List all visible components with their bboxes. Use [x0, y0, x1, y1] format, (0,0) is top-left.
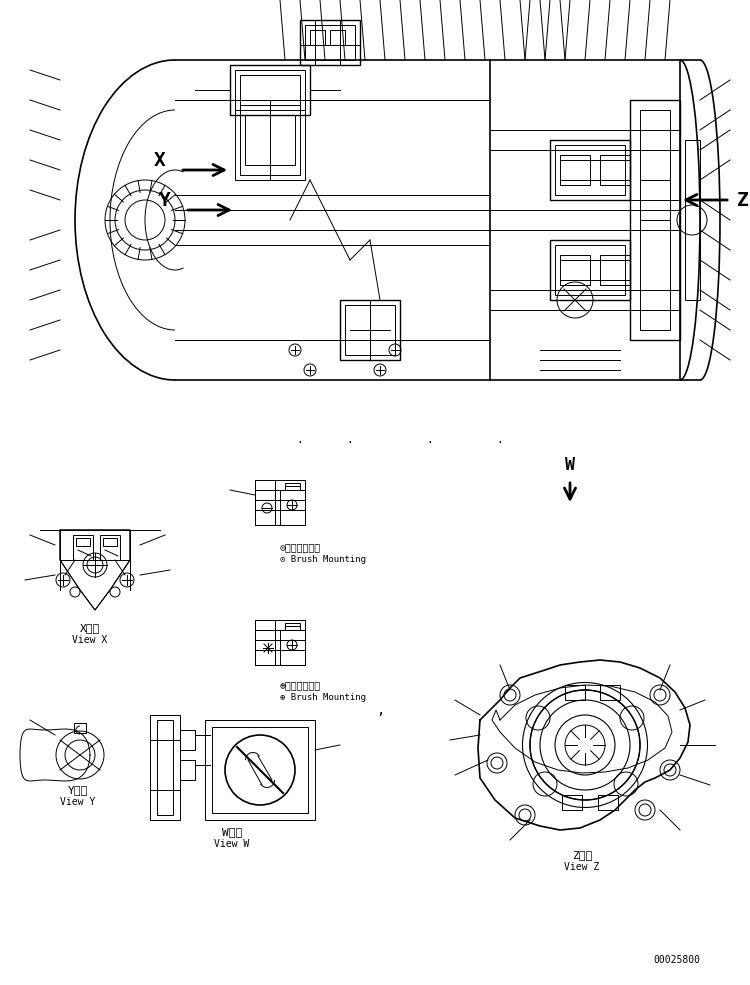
- Bar: [180, 760, 195, 780]
- Text: Y　視: Y 視: [68, 785, 88, 795]
- Bar: [255, 490, 275, 525]
- Bar: [560, 155, 590, 185]
- Bar: [255, 480, 305, 490]
- Bar: [562, 795, 582, 810]
- Text: .: .: [496, 435, 503, 445]
- Bar: [180, 730, 195, 750]
- Bar: [598, 795, 618, 810]
- Text: X: X: [154, 151, 166, 169]
- Bar: [555, 245, 625, 295]
- Text: View W: View W: [214, 839, 250, 849]
- Bar: [235, 100, 305, 180]
- Bar: [245, 115, 295, 165]
- Bar: [230, 65, 310, 115]
- Bar: [74, 723, 86, 733]
- Bar: [345, 305, 395, 355]
- Bar: [600, 155, 630, 185]
- Text: ⊙ブラシ取付法: ⊙ブラシ取付法: [280, 542, 321, 552]
- Bar: [330, 30, 345, 45]
- Bar: [212, 727, 308, 813]
- Bar: [300, 20, 360, 65]
- Bar: [550, 240, 630, 300]
- Bar: [600, 255, 630, 285]
- Text: ⊕ Brush Mounting: ⊕ Brush Mounting: [280, 692, 366, 701]
- Text: .: .: [346, 435, 353, 445]
- Text: View X: View X: [72, 635, 108, 645]
- Bar: [280, 630, 305, 665]
- Bar: [310, 30, 325, 45]
- Bar: [285, 623, 300, 630]
- Text: Z　視: Z 視: [572, 850, 592, 860]
- Text: Z: Z: [737, 190, 748, 210]
- Bar: [150, 715, 180, 820]
- Text: Y: Y: [159, 190, 171, 210]
- Text: View Y: View Y: [60, 797, 96, 807]
- Bar: [235, 70, 305, 110]
- Bar: [255, 630, 305, 665]
- Text: ⊕ブラシ取付法: ⊕ブラシ取付法: [280, 680, 321, 690]
- Bar: [255, 490, 305, 525]
- Text: X　視: X 視: [80, 623, 100, 633]
- Text: View Z: View Z: [564, 862, 600, 872]
- Text: .: .: [296, 435, 303, 445]
- Bar: [100, 535, 120, 560]
- Bar: [285, 483, 300, 490]
- Bar: [205, 720, 315, 820]
- Bar: [103, 538, 117, 546]
- Bar: [305, 25, 355, 60]
- Bar: [240, 75, 300, 105]
- Bar: [240, 105, 300, 175]
- Bar: [340, 300, 400, 360]
- Bar: [76, 538, 90, 546]
- Bar: [555, 145, 625, 195]
- Bar: [157, 720, 173, 815]
- Text: ⊙ Brush Mounting: ⊙ Brush Mounting: [280, 555, 366, 563]
- Bar: [255, 630, 275, 665]
- Bar: [640, 110, 670, 330]
- Bar: [550, 140, 630, 200]
- Bar: [73, 535, 93, 560]
- Text: W: W: [565, 456, 575, 474]
- Bar: [560, 255, 590, 285]
- Text: ,: ,: [376, 703, 384, 717]
- Bar: [565, 685, 585, 700]
- Text: 00025800: 00025800: [653, 955, 700, 965]
- Bar: [685, 140, 700, 300]
- Bar: [490, 60, 680, 380]
- Bar: [600, 685, 620, 700]
- Bar: [255, 620, 305, 630]
- Bar: [630, 100, 680, 340]
- Text: .: .: [427, 435, 433, 445]
- Text: W　視: W 視: [222, 827, 242, 837]
- Bar: [280, 490, 305, 525]
